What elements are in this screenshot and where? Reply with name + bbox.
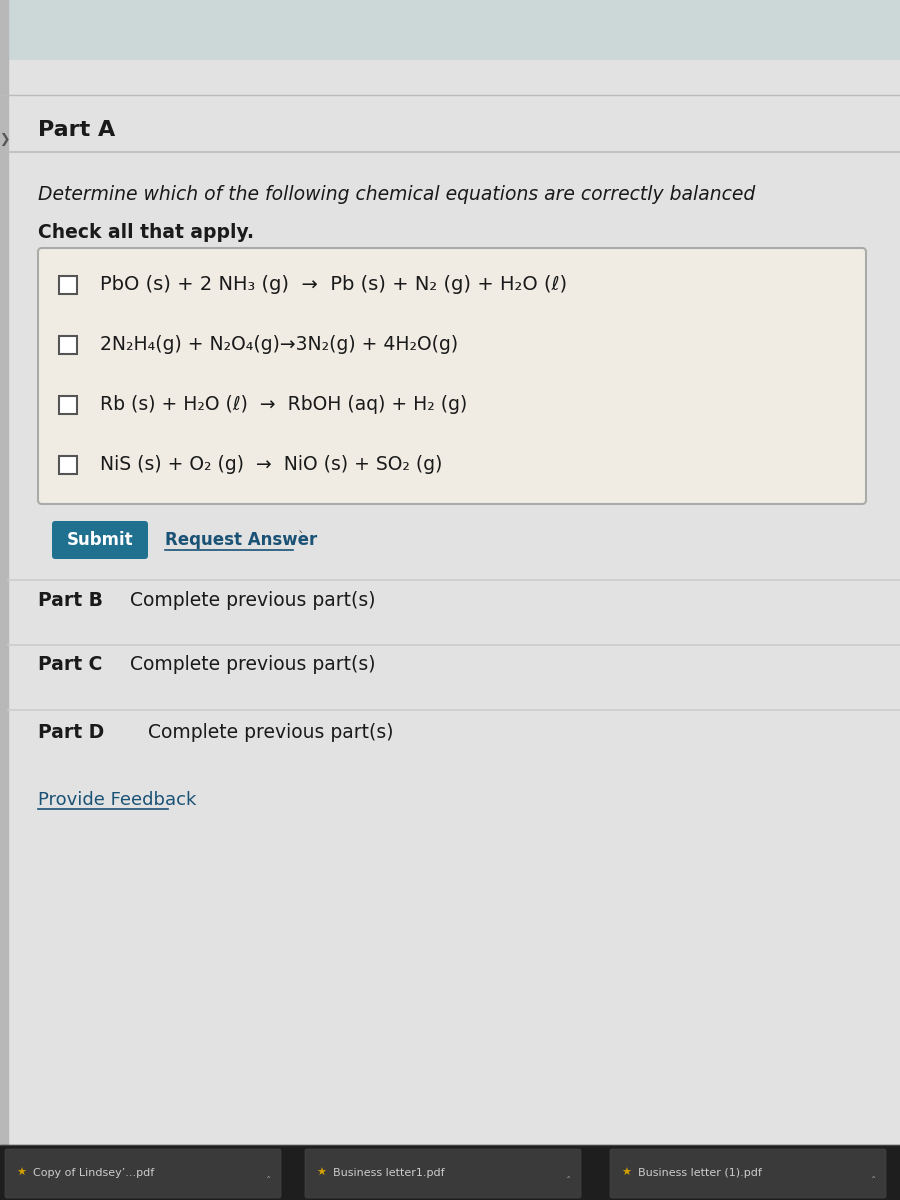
Text: Part A: Part A (38, 120, 115, 140)
FancyBboxPatch shape (52, 521, 148, 559)
Text: Copy of Lindsey’...pdf: Copy of Lindsey’...pdf (33, 1168, 154, 1177)
Bar (59, 336, 77, 354)
Bar (0, 1145, 900, 1200)
Text: ★: ★ (16, 1168, 26, 1177)
FancyBboxPatch shape (610, 1150, 886, 1198)
Text: Submit: Submit (67, 530, 133, 550)
Text: Part C: Part C (38, 655, 103, 674)
Text: PbO (s) + 2 NH₃ (g)  →  Pb (s) + N₂ (g) + H₂O (ℓ): PbO (s) + 2 NH₃ (g) → Pb (s) + N₂ (g) + … (100, 276, 567, 294)
Bar (0, 0, 8, 1200)
Text: ‸: ‸ (567, 1168, 571, 1177)
Text: ‸: ‸ (872, 1168, 876, 1177)
Text: Business letter1.pdf: Business letter1.pdf (333, 1168, 445, 1177)
Text: Request Answer: Request Answer (165, 530, 317, 550)
Text: ❯: ❯ (0, 133, 9, 146)
Text: Rb (s) + H₂O (ℓ)  →  RbOH (aq) + H₂ (g): Rb (s) + H₂O (ℓ) → RbOH (aq) + H₂ (g) (100, 396, 467, 414)
Text: ★: ★ (316, 1168, 326, 1177)
Text: Business letter (1).pdf: Business letter (1).pdf (638, 1168, 762, 1177)
FancyBboxPatch shape (38, 248, 866, 504)
Text: Part B: Part B (38, 590, 103, 610)
Text: Provide Feedback: Provide Feedback (38, 791, 196, 809)
Text: 2N₂H₄(g) + N₂O₄(g)→3N₂(g) + 4H₂O(g): 2N₂H₄(g) + N₂O₄(g)→3N₂(g) + 4H₂O(g) (100, 336, 458, 354)
Text: ‸: ‸ (267, 1168, 271, 1177)
Bar (59, 276, 77, 294)
FancyBboxPatch shape (305, 1150, 581, 1198)
FancyBboxPatch shape (5, 1150, 281, 1198)
Text: Part D: Part D (38, 722, 104, 742)
Text: ★: ★ (621, 1168, 631, 1177)
Text: `: ` (298, 530, 305, 545)
Text: Determine which of the following chemical equations are correctly balanced: Determine which of the following chemica… (38, 186, 755, 204)
Bar (59, 456, 77, 474)
Text: Complete previous part(s): Complete previous part(s) (148, 722, 393, 742)
Bar (0, 0, 900, 60)
Text: Complete previous part(s): Complete previous part(s) (130, 655, 375, 674)
Text: Check all that apply.: Check all that apply. (38, 222, 254, 241)
Bar (59, 396, 77, 414)
Text: NiS (s) + O₂ (g)  →  NiO (s) + SO₂ (g): NiS (s) + O₂ (g) → NiO (s) + SO₂ (g) (100, 456, 443, 474)
Text: Complete previous part(s): Complete previous part(s) (130, 590, 375, 610)
